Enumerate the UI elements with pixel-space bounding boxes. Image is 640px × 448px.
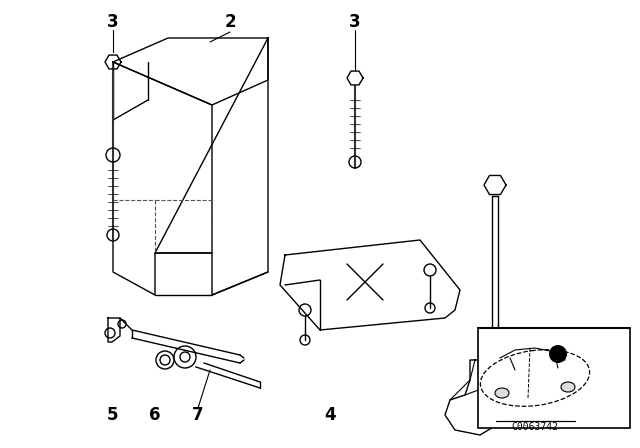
Text: C0063742: C0063742 bbox=[511, 422, 559, 432]
Text: 7: 7 bbox=[192, 406, 204, 424]
Text: 6: 6 bbox=[149, 406, 161, 424]
Text: 1: 1 bbox=[494, 406, 506, 424]
Text: 5: 5 bbox=[106, 406, 118, 424]
Text: 3: 3 bbox=[349, 13, 361, 31]
Circle shape bbox=[549, 345, 567, 363]
Text: 4: 4 bbox=[324, 406, 336, 424]
Text: 2: 2 bbox=[224, 13, 236, 31]
Ellipse shape bbox=[561, 382, 575, 392]
Text: 3: 3 bbox=[107, 13, 119, 31]
Ellipse shape bbox=[495, 388, 509, 398]
Bar bbox=[478, 328, 630, 428]
